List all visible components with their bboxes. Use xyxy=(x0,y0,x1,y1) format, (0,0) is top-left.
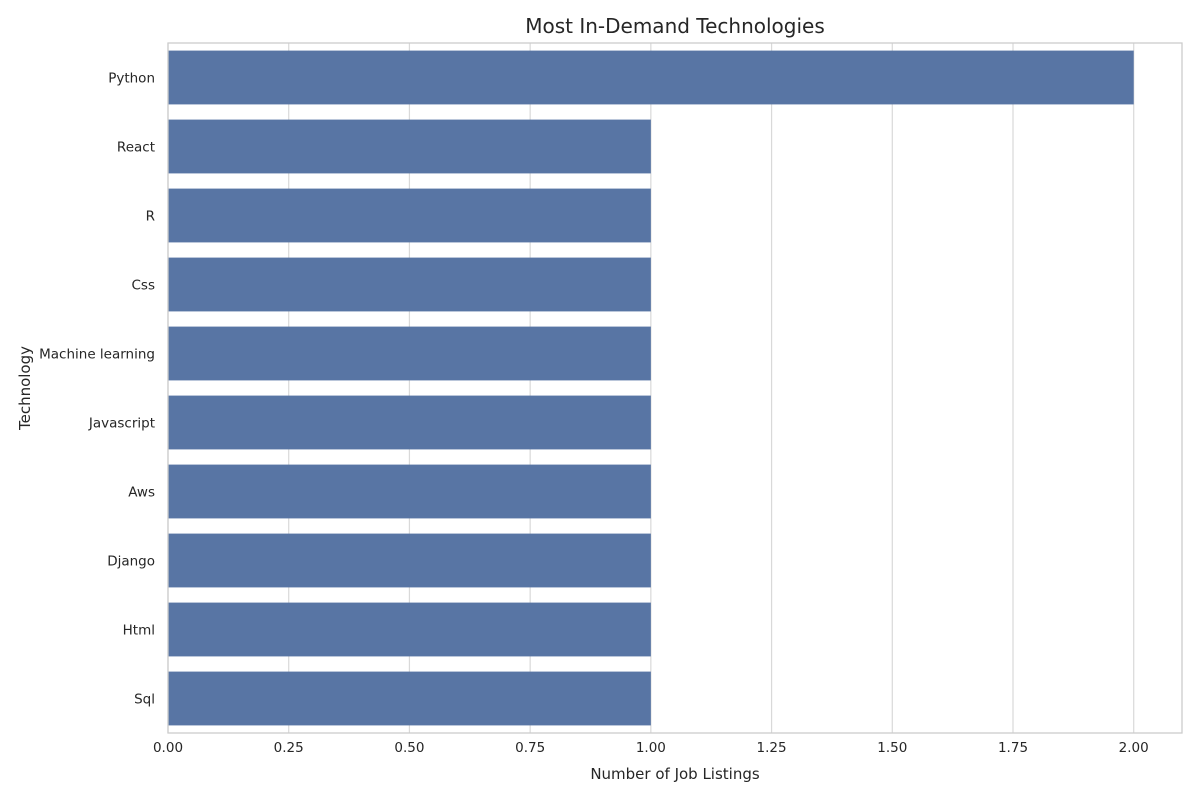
x-axis-label: Number of Job Listings xyxy=(590,765,760,783)
x-tick-label: 0.75 xyxy=(515,740,545,756)
bar-django xyxy=(168,533,651,588)
bar-html xyxy=(168,602,651,657)
bar-r xyxy=(168,188,651,243)
bar-python xyxy=(168,50,1134,105)
bar-aws xyxy=(168,464,651,519)
y-tick-labels: Python React R Css Machine learning Javascrip… xyxy=(39,71,155,708)
y-tick-label: Python xyxy=(108,71,155,87)
bar-sql xyxy=(168,671,651,726)
y-tick-label: Aws xyxy=(128,485,155,501)
plot-frame xyxy=(167,42,1183,734)
y-tick-label: Sql xyxy=(134,692,155,708)
x-tick-label: 1.75 xyxy=(998,740,1028,756)
x-tick-label: 0.00 xyxy=(153,740,183,756)
bar-javascript xyxy=(168,395,651,450)
y-tick-label: Machine learning xyxy=(39,347,155,363)
x-tick-label: 0.25 xyxy=(274,740,304,756)
y-tick-label: Django xyxy=(107,554,155,570)
y-tick-label: Html xyxy=(123,623,155,639)
bar-machine-learning xyxy=(168,326,651,381)
bar-css xyxy=(168,257,651,312)
chart-title: Most In-Demand Technologies xyxy=(525,14,825,38)
x-tick-label: 0.50 xyxy=(394,740,424,756)
bar-react xyxy=(168,119,651,174)
y-tick-label: Css xyxy=(132,278,156,294)
y-axis-label: Technology xyxy=(16,346,34,431)
x-tick-label: 1.25 xyxy=(757,740,787,756)
x-tick-label: 2.00 xyxy=(1119,740,1149,756)
x-tick-label: 1.50 xyxy=(877,740,907,756)
y-tick-label: R xyxy=(146,209,155,225)
bars xyxy=(168,50,1134,726)
y-tick-label: Javascript xyxy=(88,416,155,432)
y-tick-label: React xyxy=(117,140,155,156)
x-tick-labels: 0.00 0.25 0.50 0.75 1.00 1.25 1.50 1.75 2.00 xyxy=(153,740,1149,756)
x-tick-label: 1.00 xyxy=(636,740,666,756)
